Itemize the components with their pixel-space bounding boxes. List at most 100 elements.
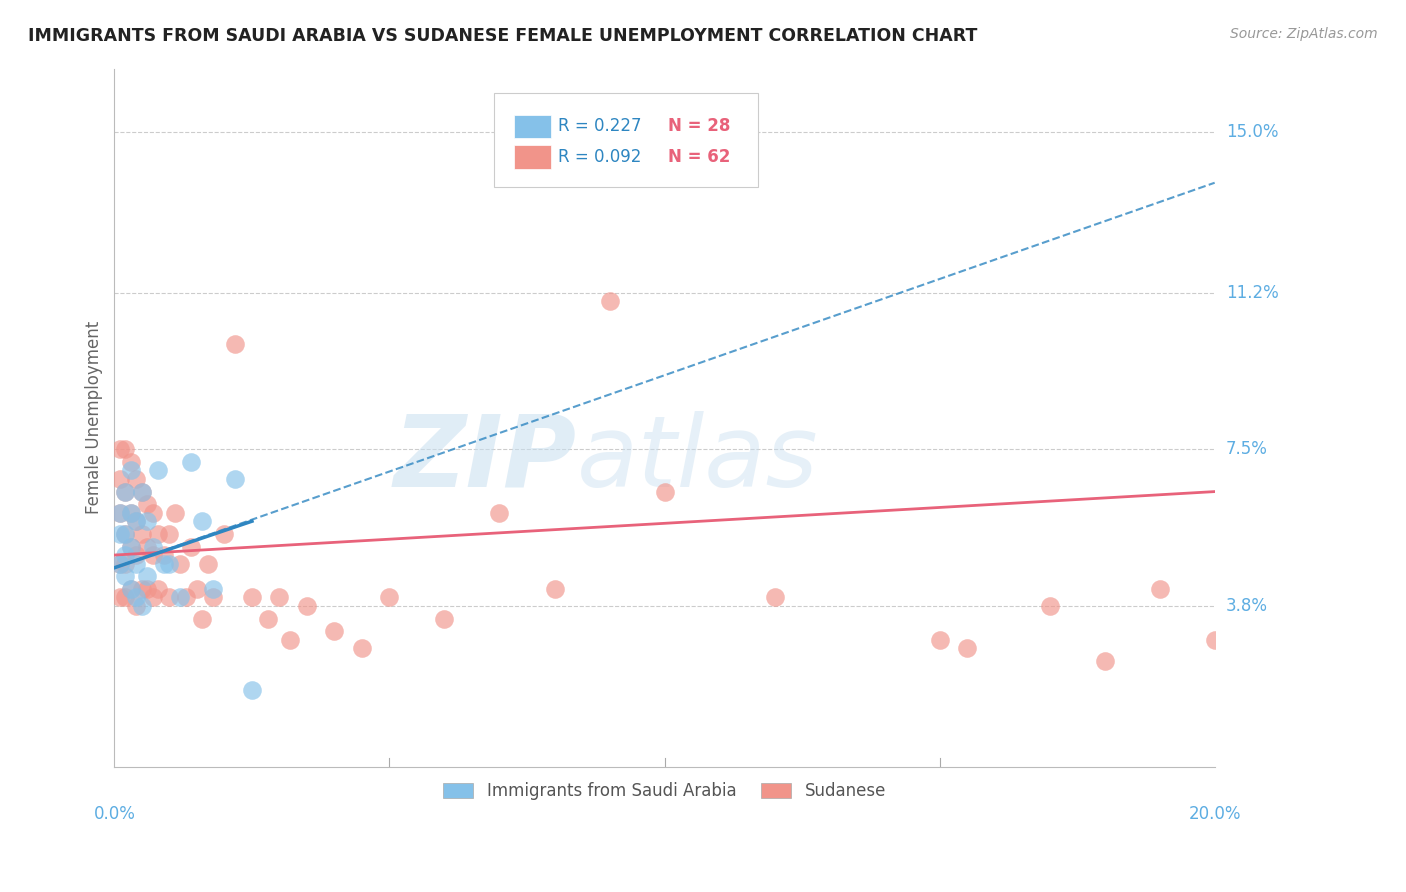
Point — [120, 506, 142, 520]
Point — [125, 548, 148, 562]
Point — [186, 582, 208, 596]
Text: 0.0%: 0.0% — [93, 805, 135, 823]
FancyBboxPatch shape — [513, 145, 551, 169]
Point — [159, 557, 181, 571]
FancyBboxPatch shape — [494, 93, 758, 187]
Point — [159, 591, 181, 605]
Point — [174, 591, 197, 605]
Point — [131, 484, 153, 499]
Point — [378, 591, 401, 605]
Point — [136, 540, 159, 554]
Point — [125, 557, 148, 571]
Point — [269, 591, 291, 605]
FancyBboxPatch shape — [513, 114, 551, 138]
Point — [1094, 654, 1116, 668]
Point — [108, 527, 131, 541]
Y-axis label: Female Unemployment: Female Unemployment — [86, 321, 103, 514]
Text: R = 0.092: R = 0.092 — [558, 148, 641, 166]
Point — [120, 582, 142, 596]
Point — [180, 540, 202, 554]
Point — [108, 472, 131, 486]
Point — [120, 506, 142, 520]
Point — [120, 582, 142, 596]
Point — [108, 557, 131, 571]
Point — [125, 472, 148, 486]
Point — [163, 506, 186, 520]
Text: R = 0.227: R = 0.227 — [558, 118, 641, 136]
Point — [125, 591, 148, 605]
Point — [120, 540, 142, 554]
Point — [114, 527, 136, 541]
Point — [763, 591, 786, 605]
Point — [114, 527, 136, 541]
Point — [120, 455, 142, 469]
Point — [131, 484, 153, 499]
Point — [956, 641, 979, 656]
Point — [169, 591, 191, 605]
Point — [433, 611, 456, 625]
Point — [240, 591, 263, 605]
Point — [224, 336, 246, 351]
Point — [136, 514, 159, 528]
Point — [240, 683, 263, 698]
Point — [180, 455, 202, 469]
Point — [114, 548, 136, 562]
Text: Source: ZipAtlas.com: Source: ZipAtlas.com — [1230, 27, 1378, 41]
Point — [120, 463, 142, 477]
Point — [114, 557, 136, 571]
Point — [1149, 582, 1171, 596]
Point — [543, 582, 565, 596]
Point — [120, 540, 142, 554]
Point — [1204, 632, 1226, 647]
Point — [125, 514, 148, 528]
Point — [114, 569, 136, 583]
Point — [108, 442, 131, 457]
Point — [169, 557, 191, 571]
Point — [153, 548, 176, 562]
Text: N = 28: N = 28 — [668, 118, 730, 136]
Point — [599, 294, 621, 309]
Point — [114, 484, 136, 499]
Point — [114, 591, 136, 605]
Point — [257, 611, 280, 625]
Point — [125, 514, 148, 528]
Point — [131, 582, 153, 596]
Point — [142, 591, 165, 605]
Text: 7.5%: 7.5% — [1226, 441, 1268, 458]
Point — [191, 514, 214, 528]
Point — [654, 484, 676, 499]
Point — [280, 632, 302, 647]
Point — [142, 548, 165, 562]
Point — [202, 582, 225, 596]
Point — [928, 632, 950, 647]
Point — [488, 506, 510, 520]
Point — [125, 599, 148, 613]
Point — [191, 611, 214, 625]
Point — [142, 540, 165, 554]
Point — [108, 506, 131, 520]
Point — [214, 527, 236, 541]
Legend: Immigrants from Saudi Arabia, Sudanese: Immigrants from Saudi Arabia, Sudanese — [436, 776, 893, 807]
Point — [148, 582, 170, 596]
Point — [1039, 599, 1062, 613]
Point — [159, 527, 181, 541]
Point — [153, 557, 176, 571]
Point — [108, 557, 131, 571]
Point — [142, 506, 165, 520]
Point — [131, 527, 153, 541]
Point — [323, 624, 346, 639]
Point — [295, 599, 318, 613]
Point — [350, 641, 373, 656]
Point — [136, 582, 159, 596]
Text: 3.8%: 3.8% — [1226, 597, 1268, 615]
Point — [202, 591, 225, 605]
Text: 11.2%: 11.2% — [1226, 284, 1278, 301]
Point — [148, 527, 170, 541]
Point — [131, 599, 153, 613]
Text: IMMIGRANTS FROM SAUDI ARABIA VS SUDANESE FEMALE UNEMPLOYMENT CORRELATION CHART: IMMIGRANTS FROM SAUDI ARABIA VS SUDANESE… — [28, 27, 977, 45]
Point — [224, 472, 246, 486]
Text: atlas: atlas — [576, 411, 818, 508]
Point — [136, 497, 159, 511]
Text: 20.0%: 20.0% — [1188, 805, 1241, 823]
Text: ZIP: ZIP — [394, 411, 576, 508]
